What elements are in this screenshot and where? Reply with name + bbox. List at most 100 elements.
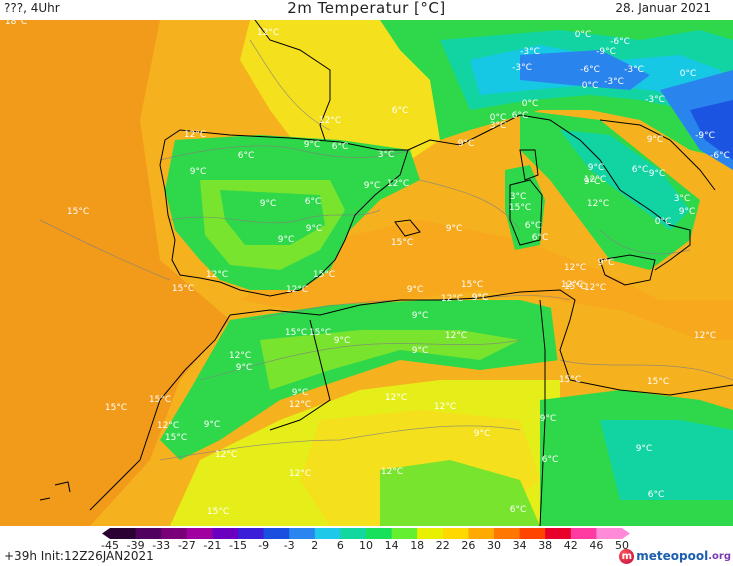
temperature-label: 12°C [385,393,407,403]
legend-swatch [519,528,546,539]
temperature-label: 12°C [289,400,311,410]
temperature-label: 12°C [157,421,179,431]
isoline [419,179,521,231]
temperature-label: 9°C [260,199,277,209]
temperature-label: 9°C [458,139,475,149]
legend-swatch [494,528,521,539]
run-info: +39h Init:12Z26JAN2021 [4,549,154,563]
temperature-label: 9°C [647,135,664,145]
temperature-label: 12°C [561,280,583,290]
temperature-label: 9°C [407,285,424,295]
corsica-coast [519,149,539,181]
temperature-label: 9°C [364,181,381,191]
temperature-label: 6°C [305,197,322,207]
temperature-label: 15°C [309,328,331,338]
temperature-label: -6°C [610,37,630,47]
legend-swatch [186,528,213,539]
iberia-coast [159,129,409,297]
temperature-label: 15°C [313,270,335,280]
temperature-label: 9°C [412,346,429,356]
balkans-deep-blue [690,100,733,160]
temperature-label: -9°C [596,47,616,57]
italy-green [520,110,700,270]
temperature-label: -3°C [645,95,665,105]
france-land [240,20,440,165]
temperature-label: 18°C [5,20,27,27]
temperature-label: 6°C [542,455,559,465]
temperature-label: 12°C [694,331,716,341]
temperature-label: 9°C [306,224,323,234]
temperature-label: 12°C [215,450,237,460]
temperature-label: 6°C [392,106,409,116]
temperature-label: 0°C [490,113,507,123]
temperature-label: -6°C [580,65,600,75]
temperature-label: 15°C [285,328,307,338]
legend-swatch [340,528,367,539]
temperature-label: 12°C [584,175,606,185]
temperature-label: 9°C [472,293,489,303]
temperature-label: 3°C [378,150,395,160]
tunisia-coast [550,300,733,400]
temperature-label: 12°C [381,467,403,477]
temperature-label: 0°C [655,217,672,227]
legend-swatch [110,528,137,539]
legend-ticks: -45 -39 -33 -27 -21 -15 -9 -3 2 6 10 14 18 22 26 30 34 38… [101,539,630,553]
legend-left-arrow [102,528,110,539]
temperature-label: -6°C [710,151,730,161]
temperature-label: 15°C [172,284,194,294]
temperature-label: 9°C [540,414,557,424]
temperature-label: 9°C [598,258,615,268]
legend-swatch [391,528,418,539]
temperature-map: 12°C 6°C 12°C 0°C -6°C -3°C -9°C -3°C 0°C -6°C -3°… [0,20,733,526]
legend-tick-label: 2 [311,539,319,552]
temperature-label: 15°C [149,395,171,405]
legend-swatch [545,528,572,539]
canary-islands [39,481,71,501]
france-south-coast [407,114,521,151]
legend-tick-label: -45 [101,539,119,552]
color-legend [102,528,630,539]
legend-swatch [442,528,469,539]
temperature-label: 15°C [509,203,531,213]
meteopool-logo[interactable]: m meteopool .org [619,546,731,566]
legend-tick-label: 46 [589,539,604,552]
legend-tick-label: 26 [461,539,476,552]
legend-tick-label: 10 [359,539,373,552]
isoline [159,145,411,161]
legend-tick-label: -21 [203,539,222,552]
temperature-label: 6°C [648,490,665,500]
legend-tick-label: 38 [538,539,553,552]
legend-swatch [417,528,444,539]
temperature-label: 6°C [632,165,649,175]
legend-swatch [238,528,265,539]
header: ???, 4Uhr 2m Temperatur [°C] 28. Januar … [0,0,733,20]
legend-tick-label: -27 [177,539,196,552]
legend-swatch [366,528,393,539]
temperature-label: 15°C [559,375,581,385]
legend-tick-label: 42 [563,539,578,552]
morocco-atlantic-coast [89,314,231,511]
temperature-label: 9°C [474,429,491,439]
logo-suffix: .org [708,550,731,562]
isoline [199,339,521,381]
map-title: 2m Temperatur [°C] [287,0,446,17]
isoline [159,425,521,461]
legend-swatch [314,528,341,539]
temperature-label: 6°C [332,142,349,152]
temperature-label: 15°C [461,280,483,290]
legend-swatch [596,528,623,539]
temperature-label: 3°C [490,121,507,131]
temperature-label: 6°C [525,221,542,231]
temperature-label: 15°C [67,207,89,217]
legend-tick-label: -9 [258,539,270,552]
temperature-label: 9°C [472,293,489,303]
sicily-coast [599,254,656,286]
france-coast [254,20,331,141]
legend-swatch [468,528,495,539]
legend-swatch [212,528,239,539]
temperature-label: 12°C [184,130,206,140]
legend-tick-label: 22 [435,539,450,552]
temperature-label: 0°C [522,99,539,109]
libya-border [539,299,546,526]
temperature-label: 15°C [647,377,669,387]
